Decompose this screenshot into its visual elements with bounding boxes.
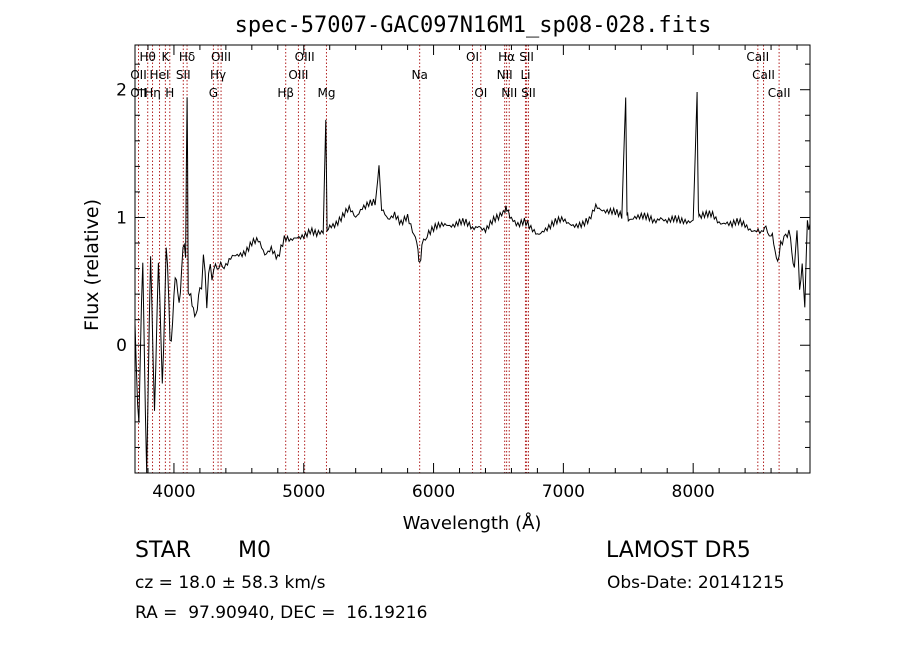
spectral-line-label: G [209, 86, 218, 100]
x-tick-label: 6000 [412, 482, 455, 502]
spectral-line-label: OIII [288, 68, 308, 82]
y-tick-label: 1 [116, 208, 127, 228]
plot-frame [134, 44, 811, 474]
spectral-line-label: Li [520, 68, 530, 82]
survey-name: LAMOST DR5 [606, 538, 751, 563]
spectral-line-label: OI [474, 86, 487, 100]
y-tick-label: 2 [116, 81, 127, 101]
spectral-line-label: CaII [746, 50, 769, 64]
spectral-line-label: Hγ [210, 68, 226, 82]
object-class: STAR [135, 538, 192, 563]
spectrum-line [134, 91, 811, 473]
y-axis-label: Flux (relative) [81, 199, 103, 331]
spectral-line-label: SII [521, 86, 536, 100]
spectral-line-label: SII [176, 68, 191, 82]
spectral-line-label: CaII [752, 68, 775, 82]
coordinates: RA = 97.90940, DEC = 16.19216 [135, 603, 428, 623]
spectral-line-label: K [161, 50, 170, 64]
observation-date: Obs-Date: 20141215 [607, 573, 785, 593]
spectral-line-label: OII [130, 68, 147, 82]
spectral-line-label: Hη [144, 86, 161, 100]
spectral-line-label: Hθ [140, 50, 156, 64]
spectral-line-label: SII [519, 50, 534, 64]
spectral-line-label: OIII [295, 50, 315, 64]
x-tick-label: 4000 [152, 482, 195, 502]
spectral-line-label: Mg [317, 86, 335, 100]
spectral-line-label: Hδ [179, 50, 195, 64]
spectral-line-label: NII [501, 86, 517, 100]
spectral-line-label: H [165, 86, 174, 100]
chart-title: spec-57007-GAC097N16M1_sp08-028.fits [235, 13, 712, 38]
spectral-line-label: Hβ [277, 86, 294, 100]
spectral-line-label: HeI [150, 68, 170, 82]
object-subclass: M0 [238, 538, 271, 563]
spectral-line-label: OI [466, 50, 479, 64]
spectral-line-label: CaII [768, 86, 791, 100]
redshift-velocity: cz = 18.0 ± 58.3 km/s [135, 573, 326, 593]
spectral-line-label: NII [497, 68, 513, 82]
y-tick-label: 0 [116, 336, 127, 356]
spectral-line-label: OIII [211, 50, 231, 64]
spectral-line-label: Na [411, 68, 427, 82]
x-tick-label: 5000 [282, 482, 325, 502]
x-tick-label: 8000 [672, 482, 715, 502]
x-axis-label: Wavelength (Å) [403, 512, 542, 534]
x-tick-label: 7000 [542, 482, 585, 502]
spectral-line-label: Hα [498, 50, 515, 64]
